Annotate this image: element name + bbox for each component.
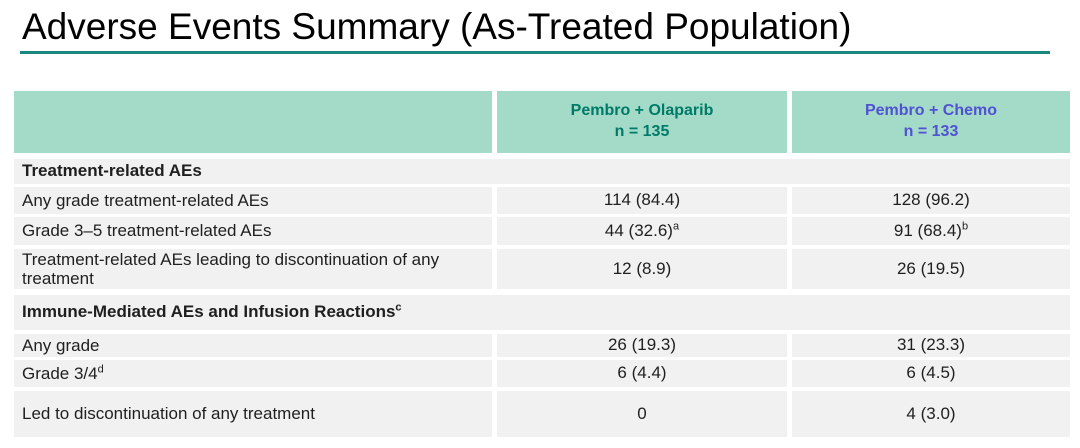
row-immune-discontinuation: Led to discontinuation of any treatment … xyxy=(14,390,1070,437)
row-grade-3-5-trae: Grade 3–5 treatment-related AEs 44 (32.6… xyxy=(14,216,1070,245)
olaparib-value: 12 (8.9) xyxy=(497,248,787,289)
olaparib-value: 0 xyxy=(497,390,787,437)
chemo-value: 26 (19.5) xyxy=(792,248,1070,289)
olaparib-arm-name: Pembro + Olaparib xyxy=(570,101,714,119)
row-label: Grade 3/4d xyxy=(14,359,492,387)
chemo-value: 31 (23.3) xyxy=(792,333,1070,357)
section-title: Treatment-related AEs xyxy=(22,161,202,181)
chemo-arm-name: Pembro + Chemo xyxy=(864,101,998,119)
row-label: Grade 3–5 treatment-related AEs xyxy=(14,216,492,245)
title-underline xyxy=(20,50,1050,54)
value-superscript: a xyxy=(672,219,680,232)
chemo-value: 91 (68.4)b xyxy=(792,216,1070,245)
row-any-grade-trae: Any grade treatment-related AEs 114 (84.… xyxy=(14,186,1070,214)
section-treatment-related-aes: Treatment-related AEs xyxy=(14,158,1070,184)
section-superscript: c xyxy=(395,301,402,314)
header-empty-cell xyxy=(14,90,492,153)
chemo-value: 6 (4.5) xyxy=(792,359,1070,387)
olaparib-arm-n: n = 135 xyxy=(614,122,670,140)
chemo-value: 4 (3.0) xyxy=(792,390,1070,437)
adverse-events-table: Pembro + Olaparib n = 135 Pembro + Chemo… xyxy=(14,90,1070,437)
label-superscript: d xyxy=(97,362,104,375)
value-superscript: b xyxy=(961,219,969,232)
row-label: Any grade treatment-related AEs xyxy=(14,186,492,214)
section-immune-mediated-aes: Immune-Mediated AEs and Infusion Reactio… xyxy=(14,294,1070,330)
olaparib-value: 26 (19.3) xyxy=(497,333,787,357)
row-label: Treatment-related AEs leading to discont… xyxy=(14,248,492,289)
header-pembro-chemo: Pembro + Chemo n = 133 xyxy=(792,90,1070,153)
row-label: Led to discontinuation of any treatment xyxy=(14,390,492,437)
header-pembro-olaparib: Pembro + Olaparib n = 135 xyxy=(497,90,787,153)
olaparib-value: 114 (84.4) xyxy=(497,186,787,214)
section-title: Immune-Mediated AEs and Infusion Reactio… xyxy=(22,301,402,322)
olaparib-value: 44 (32.6)a xyxy=(497,216,787,245)
chemo-arm-n: n = 133 xyxy=(903,122,959,140)
row-trae-discontinuation: Treatment-related AEs leading to discont… xyxy=(14,248,1070,289)
olaparib-value: 6 (4.4) xyxy=(497,359,787,387)
row-immune-grade-3-4: Grade 3/4d 6 (4.4) 6 (4.5) xyxy=(14,359,1070,387)
row-immune-any-grade: Any grade 26 (19.3) 31 (23.3) xyxy=(14,333,1070,357)
page-title: Adverse Events Summary (As-Treated Popul… xyxy=(22,6,852,47)
table-header-row: Pembro + Olaparib n = 135 Pembro + Chemo… xyxy=(14,90,1070,153)
chemo-value: 128 (96.2) xyxy=(792,186,1070,214)
row-label: Any grade xyxy=(14,333,492,357)
